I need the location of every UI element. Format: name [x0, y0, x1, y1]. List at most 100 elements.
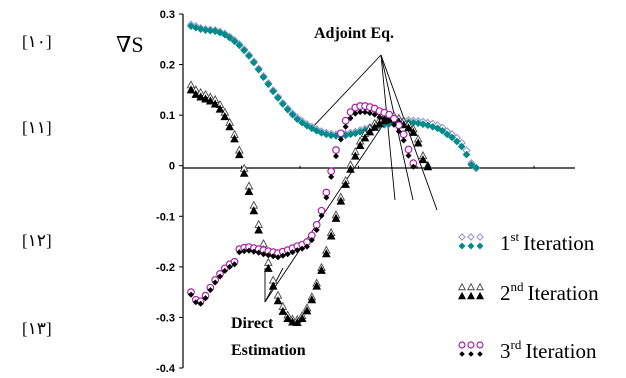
data-point-direct_1: [298, 118, 306, 127]
y-tick-label: -0.2: [156, 262, 175, 274]
margin-references: [١٠] [١١] [١٢] [١٣]: [22, 32, 52, 338]
data-point-direct_2: [278, 306, 288, 315]
data-point-direct_3: [323, 194, 330, 201]
y-tick-label: 0.2: [160, 60, 175, 72]
y-axis-label: ∇S: [116, 32, 144, 57]
data-point-direct_3: [260, 251, 267, 258]
y-tick-label: -0.3: [156, 312, 175, 324]
data-point-adjoint_3: [404, 145, 413, 154]
data-point-direct_3: [212, 279, 219, 286]
data-point-direct_3: [342, 123, 349, 130]
y-tick-label: 0.1: [160, 110, 175, 122]
data-point-direct_1: [283, 105, 292, 114]
data-point-direct_2: [408, 127, 418, 136]
data-point-direct_3: [381, 115, 388, 122]
data-point-direct_2: [355, 140, 365, 149]
data-point-direct_3: [347, 115, 354, 122]
data-point-direct_1: [235, 41, 244, 50]
data-point-direct_1: [419, 120, 427, 129]
legend-marker-direct_3: [468, 351, 474, 357]
data-point-direct_1: [317, 129, 326, 137]
legend-entry-1: 1st Iteration: [500, 229, 595, 255]
legend-marker-direct_2: [467, 291, 475, 300]
data-point-direct_1: [279, 100, 287, 108]
data-point-direct_1: [269, 87, 277, 96]
margin-ref-2: [١١]: [22, 118, 52, 137]
data-point-direct_2: [239, 168, 249, 177]
data-point-direct_3: [241, 248, 248, 255]
data-point-direct_2: [404, 123, 413, 132]
data-point-direct_3: [328, 173, 335, 180]
y-tick-label: -0.1: [156, 211, 175, 223]
data-point-direct_2: [307, 295, 317, 304]
x-axis-ticks: [182, 165, 535, 169]
data-point-direct_3: [274, 254, 282, 261]
data-point-direct_1: [259, 73, 268, 82]
data-point-direct_3: [231, 261, 238, 268]
data-point-direct_1: [288, 110, 297, 119]
data-point-direct_3: [371, 111, 378, 118]
data-point-direct_3: [366, 110, 373, 117]
data-point-direct_3: [400, 137, 407, 144]
legend-marker-direct_3: [477, 351, 483, 357]
data-point-direct_2: [244, 186, 254, 196]
series-adjoint_3: [187, 102, 418, 306]
data-point-direct_2: [230, 134, 239, 143]
data-point-direct_3: [284, 251, 291, 258]
data-point-direct_1: [303, 121, 311, 130]
data-point-direct_2: [365, 127, 375, 136]
data-point-direct_2: [215, 104, 225, 113]
data-point-direct_1: [230, 37, 239, 46]
data-point-direct_3: [308, 237, 315, 244]
data-point-direct_1: [225, 33, 234, 42]
data-point-direct_3: [294, 247, 301, 254]
data-point-direct_3: [303, 243, 311, 250]
data-point-direct_1: [264, 80, 273, 89]
data-point-direct_3: [390, 121, 398, 128]
data-point-direct_3: [299, 245, 306, 252]
data-point-direct_2: [234, 150, 244, 159]
legend-1-suffix: st: [511, 229, 520, 244]
data-point-adjoint_3: [399, 130, 408, 139]
data-point-direct_3: [376, 114, 383, 121]
data-point-direct_1: [206, 26, 215, 35]
legend-marker-adjoint_2: [476, 282, 484, 291]
legend-2-suffix: nd: [511, 279, 525, 294]
y-tick-label: 0: [169, 161, 175, 173]
data-point-direct_3: [395, 128, 402, 135]
data-point-direct_2: [331, 213, 341, 222]
legend-marker-adjoint_1: [458, 233, 466, 241]
legend-1-number: 1: [500, 231, 511, 255]
adjoint-leader-4: [309, 54, 382, 131]
legend-marker-adjoint_2: [458, 282, 466, 291]
series-direct_3: [187, 109, 417, 307]
data-point-adjoint_3: [336, 129, 345, 138]
data-point-direct_3: [405, 152, 412, 159]
data-point-direct_2: [312, 281, 322, 290]
data-point-direct_3: [352, 110, 359, 117]
legend-marker-direct_1: [476, 242, 484, 250]
series-direct_2: [186, 85, 433, 326]
data-point-direct_2: [268, 281, 278, 290]
data-point-direct_2: [423, 162, 433, 171]
legend-markers: [458, 233, 484, 357]
legend-2-text: Iteration: [528, 281, 600, 305]
legend-marker-adjoint_1: [476, 233, 484, 241]
data-point-direct_3: [236, 249, 243, 256]
data-point-direct_3: [313, 226, 320, 233]
series-layer: [186, 20, 481, 326]
data-point-direct_2: [418, 155, 428, 164]
legend-3-markers: [458, 341, 484, 357]
data-point-direct_2: [191, 89, 201, 98]
data-point-direct_1: [211, 27, 219, 36]
data-point-adjoint_3: [332, 146, 340, 154]
data-point-direct_3: [270, 253, 277, 260]
data-point-direct_1: [274, 94, 282, 102]
data-point-direct_3: [410, 163, 417, 170]
data-point-direct_3: [221, 267, 228, 274]
legend-marker-adjoint_3: [476, 341, 484, 349]
data-point-direct_3: [332, 153, 340, 160]
legend-3-text: Iteration: [525, 339, 597, 363]
